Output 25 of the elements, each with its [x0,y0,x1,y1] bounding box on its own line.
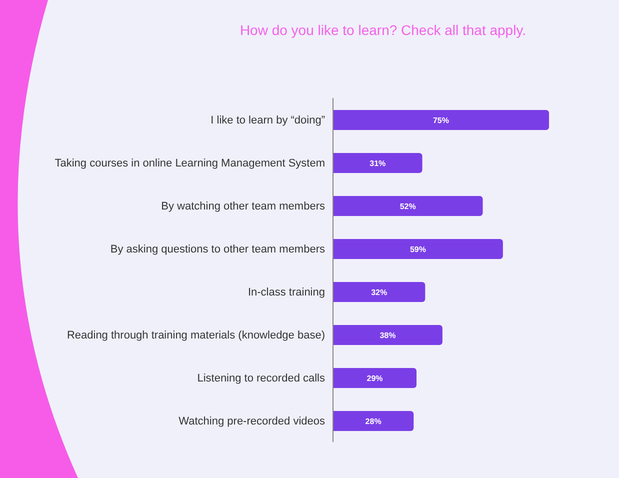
chart-title: How do you like to learn? Check all that apply. [238,22,528,38]
y-tick-label: Taking courses in online Learning Management System [54,158,325,170]
y-tick-label: By asking questions to other team members [110,244,326,256]
y-tick-label: I like to learn by “doing” [210,114,326,126]
data-label: 29% [366,374,383,383]
bar [333,325,442,345]
data-label: 52% [400,202,416,211]
y-tick-label: Reading through training materials (knowledge base) [66,330,325,342]
data-label: 59% [410,245,426,254]
bar [333,239,503,259]
bar [333,368,417,388]
bar [333,196,483,216]
data-label: 31% [370,159,386,168]
data-label: 38% [380,331,396,340]
bar [333,282,426,302]
data-label: 28% [365,417,382,426]
y-tick-label: In-class training [248,286,325,298]
y-tick-label: Listening to recorded calls [197,372,326,384]
bar [333,153,422,173]
data-label: 32% [371,288,388,297]
bar [333,411,414,431]
y-tick-label: By watching other team members [161,200,326,212]
data-label: 75% [432,116,450,125]
bar [333,110,549,130]
y-tick-label: Watching pre-recorded videos [178,416,326,428]
